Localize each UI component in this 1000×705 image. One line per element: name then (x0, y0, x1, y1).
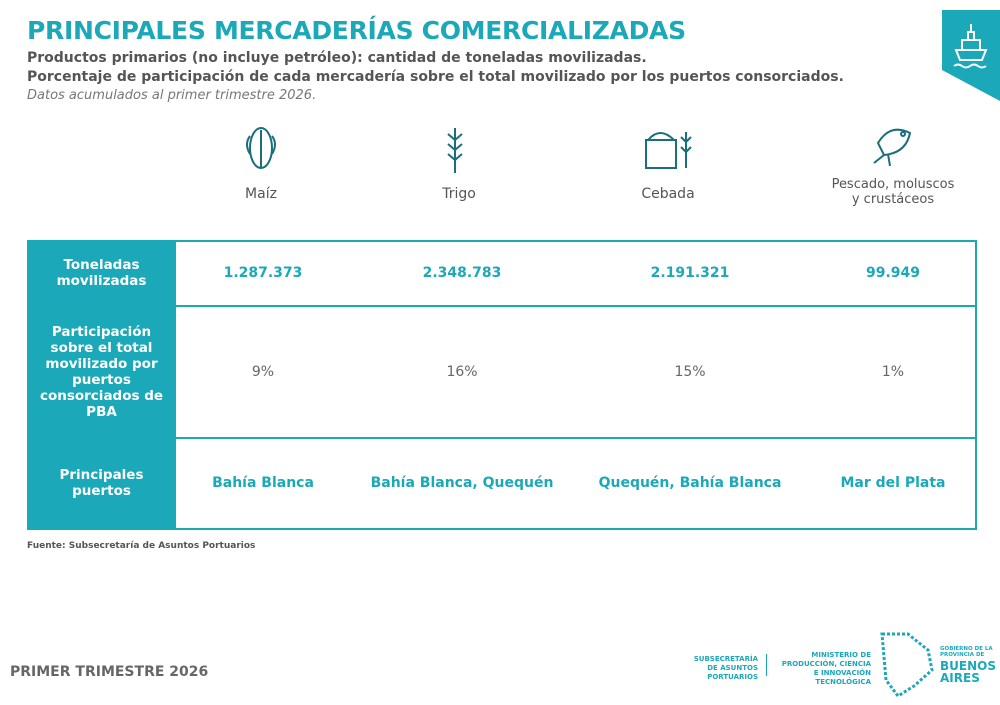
table-cell: Quequén, Bahía Blanca (598, 475, 782, 491)
subtitle: Porcentaje de participación de cada merc… (27, 69, 844, 85)
table-cell: 16% (446, 364, 478, 380)
title: PRINCIPALES MERCADERÍAS COMERCIALIZADAS (27, 16, 686, 45)
logo-text: SUBSECRETARÍA DE ASUNTOS PORTUARIOS (693, 655, 758, 681)
divider (766, 654, 767, 676)
row-header: Participación sobre el total movilizado … (27, 306, 176, 438)
column-header: Maíz (245, 186, 277, 202)
table-frame (27, 240, 977, 530)
table-cell: 2.348.783 (422, 265, 502, 281)
ship-badge (942, 10, 1000, 101)
period: PRIMER TRIMESTRE 2026 (10, 664, 209, 680)
table-cell: Bahía Blanca (212, 475, 314, 491)
logo-text: MINISTERIO DE PRODUCCIÓN, CIENCIA E INNO… (781, 651, 871, 686)
column-header: Cebada (641, 186, 695, 202)
source: Fuente: Subsecretaría de Asuntos Portuar… (27, 541, 256, 551)
logo-text: BUENOS AIRES (940, 659, 996, 685)
table-cell: 1.287.373 (223, 265, 303, 281)
column-header: Pescado, moluscos y crustáceos (831, 177, 955, 207)
table-cell: Bahía Blanca, Quequén (370, 475, 554, 491)
table-cell: Mar del Plata (840, 475, 946, 491)
row-header: Toneladas movilizadas (27, 240, 176, 306)
row-divider (27, 437, 977, 439)
table-cell: 1% (881, 364, 905, 380)
subtitle: Productos primarios (no incluye petróleo… (27, 50, 647, 66)
table-cell: 2.191.321 (650, 265, 730, 281)
logo-text: GOBIERNO DE LA PROVINCIA DE (940, 646, 993, 658)
row-header: Principales puertos (27, 438, 176, 528)
table-cell: 15% (674, 364, 706, 380)
table-cell: 99.949 (865, 265, 921, 281)
note: Datos acumulados al primer trimestre 202… (27, 88, 317, 103)
table-cell: 9% (251, 364, 275, 380)
map-logo (880, 632, 934, 698)
icons (246, 127, 912, 173)
row-divider (27, 305, 977, 307)
column-header: Trigo (442, 186, 476, 202)
